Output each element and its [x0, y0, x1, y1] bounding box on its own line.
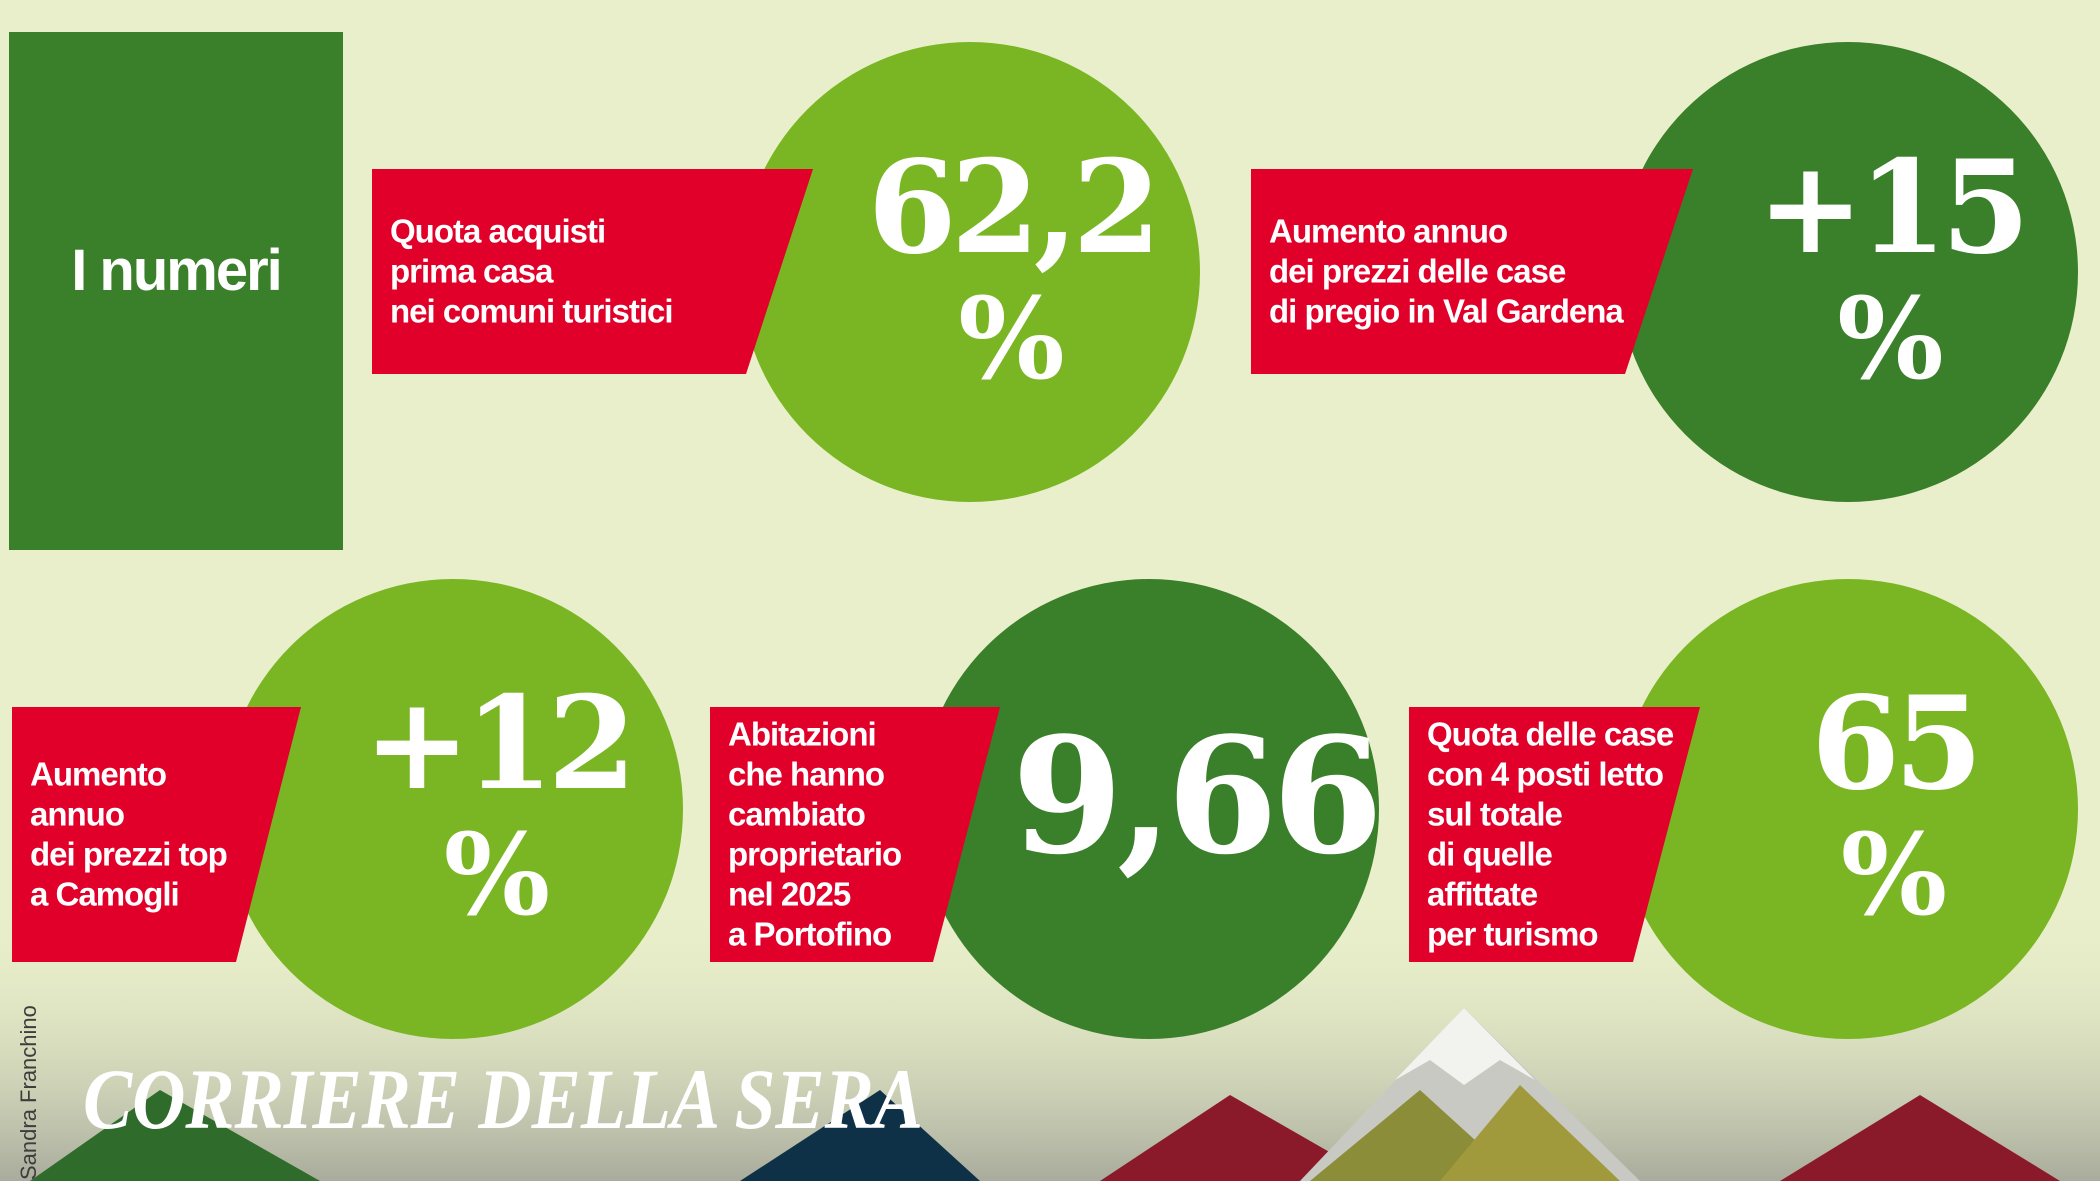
value: +12: [363, 669, 630, 819]
label-box: [1251, 169, 1693, 374]
label-line: Quota delle case: [1427, 716, 1674, 753]
label-box: [710, 707, 1000, 962]
value: +15: [1757, 133, 2024, 283]
label-line: nel 2025: [728, 876, 851, 913]
circle: [1618, 579, 2078, 1039]
label-line: Quota acquisti: [390, 213, 605, 250]
label-line: sul totale: [1427, 796, 1563, 833]
label-line: cambiato: [728, 796, 865, 833]
label-line: con 4 posti letto: [1427, 756, 1663, 793]
logo: CORRIERE DELLA SERA: [83, 1051, 923, 1147]
label-line: a Camogli: [30, 876, 179, 913]
label-line: dei prezzi top: [30, 836, 227, 873]
label-box: [372, 169, 813, 374]
label-line: affittate: [1427, 876, 1538, 913]
label-line: proprietario: [728, 836, 901, 873]
circle: [740, 42, 1200, 502]
label-box: [12, 707, 301, 962]
label-line: di quelle: [1427, 836, 1553, 873]
label-line: per turismo: [1427, 916, 1598, 953]
label-line: annuo: [30, 796, 124, 833]
unit: %: [1837, 274, 1943, 405]
title-box: [9, 32, 343, 550]
label-box: [1409, 707, 1700, 962]
circle: [919, 579, 1379, 1039]
label-line: Abitazioni: [728, 716, 876, 753]
unit: %: [1841, 810, 1947, 941]
label-line: di pregio in Val Gardena: [1269, 293, 1624, 330]
label-line: prima casa: [390, 253, 554, 290]
label-line: Aumento annuo: [1269, 213, 1507, 250]
unit: %: [444, 810, 550, 941]
value: 65: [1811, 669, 1977, 819]
value: 62,2: [868, 133, 1156, 283]
value: 9,66: [1012, 702, 1378, 890]
label-line: Aumento: [30, 756, 166, 793]
circle: [1618, 42, 2078, 502]
credit: Sandra Franchino: [16, 1005, 41, 1180]
circle: [223, 579, 683, 1039]
title: I numeri: [71, 238, 281, 303]
unit: %: [958, 274, 1064, 405]
label-line: nei comuni turistici: [390, 293, 673, 330]
label-line: a Portofino: [728, 916, 891, 953]
label-line: che hanno: [728, 756, 884, 793]
label-line: dei prezzi delle case: [1269, 253, 1566, 290]
